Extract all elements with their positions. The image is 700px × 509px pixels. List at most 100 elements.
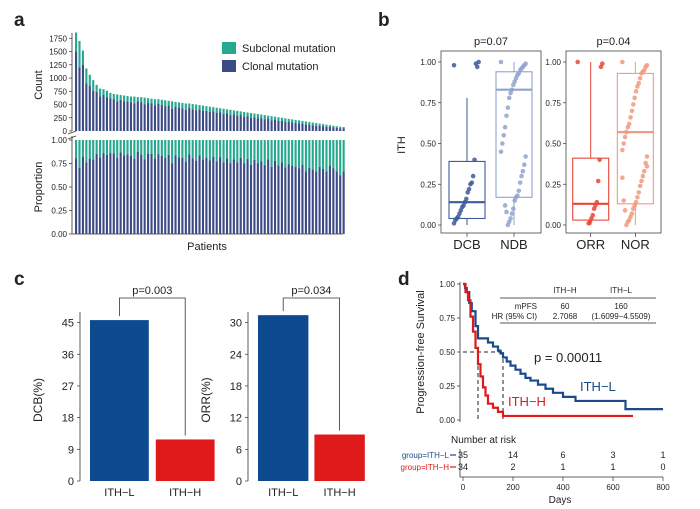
bar-clonal-proportion <box>201 159 205 234</box>
proportion-tick-label: 0.50 <box>51 183 67 192</box>
bar-clonal-proportion <box>225 158 229 234</box>
bar-subclonal-count <box>304 121 307 125</box>
risk-count: 6 <box>560 450 565 460</box>
bar-subclonal-count <box>239 111 242 116</box>
bar-subclonal-count <box>99 88 102 97</box>
category-label: ITH−L <box>104 487 134 499</box>
bar-clonal-proportion <box>332 168 335 234</box>
bar-subclonal-proportion <box>164 140 167 158</box>
bar-clonal-proportion <box>198 155 201 234</box>
bar-clonal-proportion <box>112 153 115 234</box>
legend-label: Subclonal mutation <box>242 43 336 55</box>
risk-count: 1 <box>660 450 665 460</box>
data-point <box>628 115 633 120</box>
y-tick-label: 0.25 <box>439 382 455 391</box>
bar-clonal-count <box>153 105 157 131</box>
bar-clonal-proportion <box>157 154 160 234</box>
bar-clonal-count <box>167 105 170 131</box>
bar-subclonal-count <box>150 98 153 104</box>
bar-clonal-count <box>133 103 136 131</box>
bar-subclonal-count <box>284 118 287 122</box>
bar-clonal-proportion <box>92 159 95 234</box>
y-tick-label: 0.75 <box>439 314 455 323</box>
bar-subclonal-proportion <box>260 140 263 162</box>
bar-ith-h <box>155 439 215 481</box>
bar-clonal-proportion <box>191 158 194 234</box>
bar-subclonal-proportion <box>311 140 314 170</box>
bar-subclonal-proportion <box>291 140 294 166</box>
bar-clonal-proportion <box>160 155 163 234</box>
bar-subclonal-proportion <box>267 140 270 160</box>
bar-clonal-proportion <box>222 162 225 234</box>
bar-subclonal-proportion <box>205 140 208 158</box>
axis-break-mark <box>67 135 77 140</box>
legend-swatch <box>222 60 236 72</box>
bar-clonal-count <box>339 128 342 131</box>
bar-subclonal-proportion <box>75 140 78 159</box>
bar-clonal-count <box>328 126 331 131</box>
table-cell: 2.7068 <box>553 312 578 321</box>
bar-subclonal-proportion <box>129 140 133 156</box>
bar-clonal-count <box>301 123 304 131</box>
bar-subclonal-proportion <box>133 140 136 159</box>
bar-clonal-proportion <box>267 159 270 234</box>
bar-clonal-count <box>318 125 321 131</box>
bar-subclonal-proportion <box>325 140 328 172</box>
bar-clonal-proportion <box>184 161 187 234</box>
bar-subclonal-proportion <box>270 140 273 167</box>
data-point <box>505 105 511 110</box>
bar-clonal-count <box>249 117 253 131</box>
bar-subclonal-proportion <box>321 140 325 169</box>
data-point <box>521 162 527 167</box>
x-tick-label: 800 <box>656 483 670 492</box>
bar-subclonal-count <box>95 84 98 92</box>
bar-subclonal-count <box>191 103 194 110</box>
bar-subclonal-count <box>109 92 112 99</box>
bar-clonal-proportion <box>177 157 181 234</box>
bar-clonal-count <box>164 106 167 131</box>
data-point <box>505 222 511 228</box>
bar-clonal-count <box>205 110 208 131</box>
data-point <box>639 178 644 184</box>
bar-subclonal-count <box>229 109 232 116</box>
count-tick-label: 750 <box>54 87 68 96</box>
bar-subclonal-proportion <box>287 140 290 165</box>
data-point <box>500 141 505 146</box>
bar-clonal-count <box>150 103 153 131</box>
bar-clonal-count <box>116 101 119 131</box>
ith-tick-label: 0.50 <box>420 140 436 149</box>
bar-subclonal-proportion <box>167 140 170 155</box>
bar-subclonal-count <box>181 102 184 109</box>
data-point <box>517 180 523 185</box>
bar-subclonal-count <box>246 112 249 117</box>
bar-clonal-proportion <box>229 163 232 234</box>
bar-clonal-count <box>270 120 273 131</box>
bar-subclonal-count <box>222 108 225 115</box>
bar-subclonal-count <box>153 99 157 106</box>
x-tick-label: 600 <box>606 483 620 492</box>
bar-clonal-proportion <box>143 159 146 234</box>
risk-count: 35 <box>458 450 468 460</box>
bar-clonal-count <box>263 119 266 131</box>
bar-clonal-count <box>105 97 109 131</box>
data-point <box>622 208 628 213</box>
bar-ith-l <box>258 315 309 481</box>
bar-clonal-count <box>198 109 201 131</box>
bar-clonal-count <box>342 128 345 131</box>
bar-subclonal-proportion <box>81 140 84 157</box>
data-point <box>624 222 629 228</box>
bar-clonal-count <box>171 108 174 131</box>
data-point <box>473 61 479 66</box>
data-point <box>644 164 650 169</box>
data-point <box>508 90 513 96</box>
table-cell: 60 <box>561 302 570 311</box>
proportion-tick-label: 0.25 <box>51 207 67 216</box>
bar-clonal-count <box>229 115 232 131</box>
bar-subclonal-count <box>328 125 331 127</box>
bar-subclonal-count <box>171 101 174 109</box>
bar-subclonal-count <box>147 98 150 103</box>
bar-clonal-proportion <box>304 171 307 234</box>
bar-clonal-proportion <box>181 157 184 234</box>
data-point <box>624 129 629 135</box>
